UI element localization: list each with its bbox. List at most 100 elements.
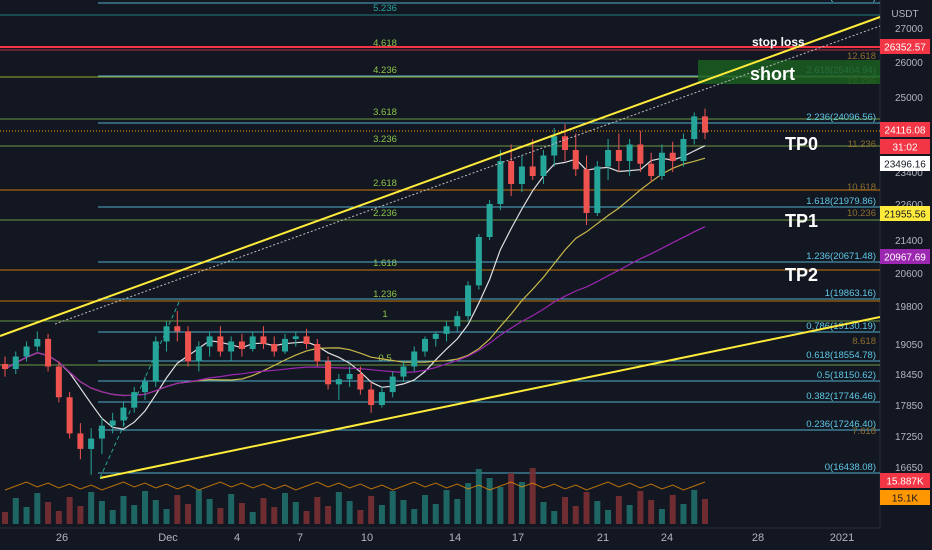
candle-body <box>249 336 256 349</box>
volume-bar <box>109 510 116 524</box>
volume-bar <box>583 492 590 524</box>
candle-body <box>551 136 558 156</box>
candle-body <box>282 338 288 352</box>
fib-label-faint: 7.618 <box>852 426 876 437</box>
price-tag <box>880 122 930 137</box>
candle-body <box>55 366 62 398</box>
volume-bar <box>303 511 310 524</box>
candle-body <box>572 150 579 170</box>
price-tag-label: 23496.16 <box>884 160 926 171</box>
candle-body <box>109 420 116 426</box>
volume-bar <box>238 503 245 524</box>
candle-body <box>271 344 278 352</box>
volume-bar <box>195 490 202 524</box>
candle-body <box>77 433 84 449</box>
channel-lower-line <box>99 316 881 479</box>
volume-bar <box>615 496 622 524</box>
candle-body <box>389 376 396 393</box>
candle-body <box>605 150 612 167</box>
x-tick-label: 2021 <box>830 532 854 544</box>
tp2-label: TP2 <box>785 265 818 285</box>
candle-body <box>562 136 568 150</box>
volume-bar <box>217 508 224 524</box>
candle-body <box>465 285 472 317</box>
price-tag-label: 15.887K <box>886 477 924 488</box>
candle-body <box>475 237 482 286</box>
volume-bar <box>389 491 396 524</box>
y-tick-label: 27000 <box>895 24 923 35</box>
tp0-label: TP0 <box>785 134 818 154</box>
volume-bar <box>357 510 364 524</box>
volume-bar <box>540 502 547 524</box>
volume-bar <box>185 504 192 524</box>
volume-bar <box>271 507 278 524</box>
volume-bar <box>669 495 676 524</box>
volume-bar <box>77 506 84 524</box>
price-tag <box>880 39 930 54</box>
candle-body <box>422 338 428 352</box>
fib-label-faint: 8.618 <box>852 336 876 347</box>
volume-bar <box>594 501 601 524</box>
candle-body <box>206 336 213 347</box>
candle-body <box>292 336 299 339</box>
volume-bar <box>691 490 698 524</box>
y-tick-label: 21400 <box>895 236 923 247</box>
volume-bar <box>346 501 353 524</box>
volume-bar <box>572 506 579 524</box>
candle-body <box>12 356 19 369</box>
volume-bar <box>335 492 342 524</box>
fib-label-right: 0.618(18554.78) <box>806 350 876 361</box>
price-tag-label: 31:02 <box>892 143 917 154</box>
volume-bar <box>562 497 568 524</box>
candle-body <box>2 364 8 369</box>
candle-body <box>583 169 590 213</box>
candle-body <box>615 150 622 161</box>
candle-body <box>411 351 418 367</box>
volume-bar <box>648 500 655 524</box>
candle-body <box>34 338 41 347</box>
volume-bar <box>34 493 41 524</box>
y-tick-label: 20600 <box>895 269 923 280</box>
candle-body <box>325 361 332 385</box>
volume-bar <box>142 491 148 524</box>
price-tag <box>880 249 930 264</box>
fib-label-left: 2.618 <box>373 178 397 189</box>
volume-bar <box>605 510 612 524</box>
volume-bar <box>702 499 708 524</box>
volume-bar <box>378 505 385 524</box>
fib-label-left: 4.236 <box>373 65 397 76</box>
volume-bar <box>658 509 665 524</box>
x-tick-label: Dec <box>158 532 178 544</box>
y-tick-label: 19800 <box>895 302 923 313</box>
candle-body <box>529 166 536 176</box>
candle-body <box>346 374 353 380</box>
candle-body <box>497 161 504 204</box>
price-tag <box>880 206 930 221</box>
candle-body <box>691 116 698 139</box>
volume-bar <box>508 473 515 524</box>
fib-label-left: 4.618 <box>373 38 397 49</box>
volume-bar <box>680 504 687 524</box>
candle-body <box>335 379 342 385</box>
candle-body <box>680 139 687 161</box>
candle-body <box>626 144 633 161</box>
fib-label-right: 1.236(20671.48) <box>806 251 876 262</box>
y-tick-label: 18450 <box>895 370 923 381</box>
volume-bar <box>325 506 332 524</box>
price-tag-label: 26352.57 <box>884 43 926 54</box>
candle-body <box>637 144 644 164</box>
candle-body <box>238 341 245 349</box>
volume-bar <box>174 495 181 524</box>
short-label: short <box>750 64 795 84</box>
volume-bar <box>422 495 428 524</box>
fib-label-right: 0.5(18150.62) <box>817 370 876 381</box>
y-tick-label: 22600 <box>895 200 923 211</box>
candle-body <box>432 333 439 339</box>
volume-bar <box>45 502 52 524</box>
projection-dashed-line <box>99 299 181 479</box>
candle-body <box>66 397 73 434</box>
y-tick-label: 17850 <box>895 401 923 412</box>
price-tag <box>880 156 930 171</box>
